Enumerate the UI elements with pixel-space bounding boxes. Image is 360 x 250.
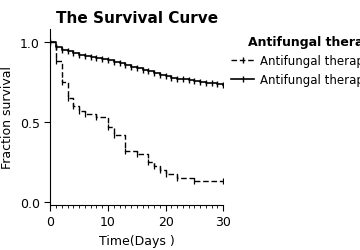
Y-axis label: Fraction survival: Fraction survival bbox=[1, 66, 14, 169]
Title: The Survival Curve: The Survival Curve bbox=[56, 11, 218, 26]
X-axis label: Time(Days ): Time(Days ) bbox=[99, 234, 175, 247]
Legend: Antifungal therapy  (-), Antifungal therapy  (+): Antifungal therapy (-), Antifungal thera… bbox=[231, 36, 360, 86]
